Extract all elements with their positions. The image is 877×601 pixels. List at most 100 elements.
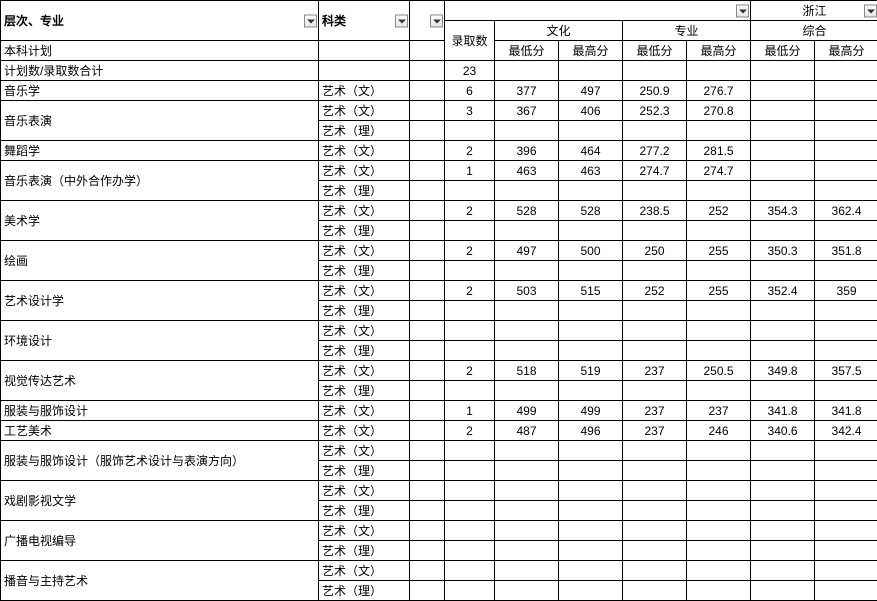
label: 浙江: [803, 4, 827, 18]
cell: [410, 361, 445, 381]
cell-zmax: [815, 381, 877, 401]
table-row: 音乐表演（中外合作办学）艺术（文）1463463274.7274.7: [1, 161, 877, 181]
cell-major: 音乐表演: [1, 101, 319, 141]
cell-pmin: [623, 581, 687, 601]
cell-pmin: 250.9: [623, 81, 687, 101]
cell-admit: [445, 521, 495, 541]
table-row: 工艺美术艺术（文）2487496237246340.6342.4: [1, 421, 877, 441]
cell-cmax: [559, 501, 623, 521]
cell-pmax: 255: [687, 281, 751, 301]
filter-dropdown-icon[interactable]: [304, 14, 317, 27]
col-culture-min: 最低分: [495, 41, 559, 61]
cell-cmin: 377: [495, 81, 559, 101]
col-major-header[interactable]: 层次、专业: [1, 1, 319, 41]
cell-cmin: 487: [495, 421, 559, 441]
cell-pmax: [687, 581, 751, 601]
cell-major: 音乐学: [1, 81, 319, 101]
cell-zmax: [815, 161, 877, 181]
cell-admit: 2: [445, 201, 495, 221]
cell-major: 环境设计: [1, 321, 319, 361]
cell-cmax: [559, 541, 623, 561]
cell-zmax: [815, 181, 877, 201]
cell-major: 播音与主持艺术: [1, 561, 319, 601]
cell-zmax: [815, 321, 877, 341]
cell-cmax: [559, 181, 623, 201]
cell-cmax: [559, 221, 623, 241]
cell-cmax: 406: [559, 101, 623, 121]
filter-dropdown-icon[interactable]: [430, 14, 443, 27]
cell-pmax: [687, 481, 751, 501]
cell-pmax: [687, 341, 751, 361]
table-row: 戏剧影视文学艺术（文）: [1, 481, 877, 501]
cell: [410, 581, 445, 601]
filter-dropdown-icon[interactable]: [864, 4, 877, 17]
col-province-header[interactable]: 浙江: [751, 1, 877, 21]
header-row-1: 层次、专业 科类 浙江: [1, 1, 877, 21]
cell-major: 绘画: [1, 241, 319, 281]
cell-pmin: [623, 341, 687, 361]
cell-cmin: 497: [495, 241, 559, 261]
cell-pmax: 252: [687, 201, 751, 221]
cell-cmin: [495, 221, 559, 241]
cell-pmin: 277.2: [623, 141, 687, 161]
cell: [410, 321, 445, 341]
cell-zmax: [815, 261, 877, 281]
filter-dropdown-icon[interactable]: [736, 4, 749, 17]
cell-category: 艺术（理）: [319, 301, 410, 321]
table-row: 艺术设计学艺术（文）2503515252255352.4359: [1, 281, 877, 301]
cell-zmax: [815, 561, 877, 581]
cell: [815, 61, 877, 81]
cell-pmin: 237: [623, 421, 687, 441]
cell-cmax: [559, 561, 623, 581]
cell: [410, 181, 445, 201]
cell-cmin: [495, 581, 559, 601]
cell-admit: [445, 381, 495, 401]
cell-pmin: [623, 521, 687, 541]
cell-cmin: [495, 261, 559, 281]
cell-zmax: [815, 441, 877, 461]
cell-pmax: 250.5: [687, 361, 751, 381]
cell-zmin: 340.6: [751, 421, 815, 441]
cell-zmin: [751, 581, 815, 601]
cell-category: 艺术（文）: [319, 521, 410, 541]
cell-zmin: 341.8: [751, 401, 815, 421]
table-row: 服装与服饰设计艺术（文）1499499237237341.8341.8: [1, 401, 877, 421]
cell-zmin: [751, 381, 815, 401]
cell-cmax: [559, 461, 623, 481]
cell-zmin: 350.3: [751, 241, 815, 261]
cell-cmax: 464: [559, 141, 623, 161]
cell-major: 服装与服饰设计（服饰艺术设计与表演方向）: [1, 441, 319, 481]
cell: [410, 281, 445, 301]
cell-pmax: [687, 441, 751, 461]
cell-pmin: [623, 221, 687, 241]
cell: [319, 41, 410, 61]
cell-zmax: 357.5: [815, 361, 877, 381]
cell-admit: [445, 581, 495, 601]
cell-cmax: [559, 321, 623, 341]
cell-zmin: [751, 441, 815, 461]
cell: [410, 421, 445, 441]
col-category-header[interactable]: 科类: [319, 1, 410, 41]
filter-dropdown-icon[interactable]: [395, 14, 408, 27]
cell-zmin: [751, 161, 815, 181]
cell: [410, 121, 445, 141]
cell-pmax: [687, 541, 751, 561]
cell-zmax: [815, 81, 877, 101]
cell-major: 美术学: [1, 201, 319, 241]
cell-pmax: [687, 461, 751, 481]
cell: [410, 161, 445, 181]
label: 文化: [546, 24, 570, 38]
cell-zmin: [751, 501, 815, 521]
cell: [410, 61, 445, 81]
col-blank-group-header[interactable]: [445, 1, 751, 21]
col-blank-header[interactable]: [410, 1, 445, 41]
cell-cmax: [559, 301, 623, 321]
cell-zmax: [815, 221, 877, 241]
cell-zmin: [751, 221, 815, 241]
cell-category: 艺术（理）: [319, 581, 410, 601]
cell-cmin: 518: [495, 361, 559, 381]
cell-zmax: [815, 301, 877, 321]
label: 录取数: [451, 34, 487, 48]
col-prof-min: 最低分: [623, 41, 687, 61]
cell-admit: 2: [445, 141, 495, 161]
